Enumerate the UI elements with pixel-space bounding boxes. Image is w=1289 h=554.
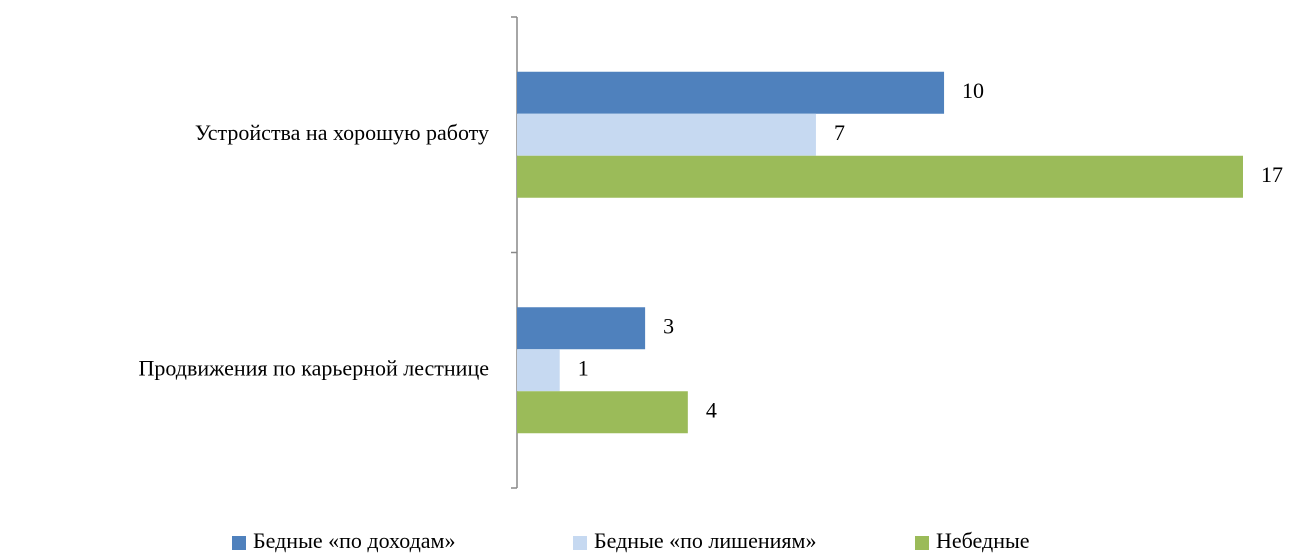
legend-label: Бедные «по доходам» bbox=[253, 528, 455, 553]
data-label: 17 bbox=[1261, 162, 1283, 187]
data-label: 7 bbox=[834, 120, 845, 145]
legend-label: Небедные bbox=[936, 528, 1030, 553]
data-label: 1 bbox=[578, 355, 589, 380]
data-label: 3 bbox=[663, 313, 674, 338]
bar bbox=[517, 71, 945, 114]
bar bbox=[517, 113, 816, 156]
legend-swatch bbox=[232, 536, 246, 550]
bar bbox=[517, 349, 560, 392]
legend-label: Бедные «по лишениям» bbox=[594, 528, 816, 553]
legend-swatch bbox=[573, 536, 587, 550]
data-label: 4 bbox=[706, 397, 717, 422]
category-label: Устройства на хорошую работу bbox=[195, 120, 489, 145]
legend-swatch bbox=[915, 536, 929, 550]
category-label: Продвижения по карьерной лестнице bbox=[139, 355, 489, 380]
bar bbox=[517, 391, 688, 434]
bar bbox=[517, 307, 646, 350]
data-label: 10 bbox=[962, 78, 984, 103]
bar bbox=[517, 155, 1243, 198]
